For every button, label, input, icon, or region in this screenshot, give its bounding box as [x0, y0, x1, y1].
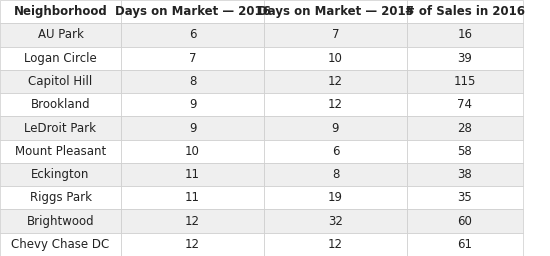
- Bar: [121, 23, 264, 47]
- Text: 58: 58: [458, 145, 472, 158]
- Text: Capitol Hill: Capitol Hill: [29, 75, 92, 88]
- Bar: [407, 47, 522, 70]
- Text: 8: 8: [332, 168, 339, 181]
- Bar: [264, 186, 407, 209]
- Text: 6: 6: [189, 28, 196, 41]
- Text: AU Park: AU Park: [37, 28, 84, 41]
- Text: 9: 9: [189, 122, 196, 134]
- Text: 16: 16: [457, 28, 472, 41]
- Text: 11: 11: [185, 191, 200, 204]
- Bar: [407, 93, 522, 116]
- Text: Chevy Chase DC: Chevy Chase DC: [12, 238, 109, 251]
- Bar: [121, 233, 264, 256]
- Bar: [0, 0, 121, 23]
- Text: 19: 19: [328, 191, 343, 204]
- Text: 9: 9: [189, 98, 196, 111]
- Bar: [121, 93, 264, 116]
- Text: 9: 9: [332, 122, 339, 134]
- Bar: [264, 70, 407, 93]
- Bar: [407, 186, 522, 209]
- Bar: [0, 23, 121, 47]
- Text: 10: 10: [328, 52, 343, 65]
- Bar: [407, 116, 522, 140]
- Text: 74: 74: [457, 98, 472, 111]
- Bar: [407, 0, 522, 23]
- Text: Days on Market — 2015: Days on Market — 2015: [257, 5, 414, 18]
- Text: 7: 7: [332, 28, 339, 41]
- Bar: [0, 209, 121, 233]
- Text: 10: 10: [185, 145, 200, 158]
- Bar: [0, 47, 121, 70]
- Bar: [407, 209, 522, 233]
- Text: 39: 39: [457, 52, 472, 65]
- Text: 60: 60: [457, 215, 472, 228]
- Bar: [264, 93, 407, 116]
- Bar: [264, 47, 407, 70]
- Bar: [264, 163, 407, 186]
- Text: 12: 12: [185, 238, 200, 251]
- Text: 12: 12: [185, 215, 200, 228]
- Text: LeDroit Park: LeDroit Park: [25, 122, 96, 134]
- Bar: [121, 209, 264, 233]
- Text: # of Sales in 2016: # of Sales in 2016: [405, 5, 525, 18]
- Bar: [407, 163, 522, 186]
- Bar: [264, 0, 407, 23]
- Text: Neighborhood: Neighborhood: [14, 5, 107, 18]
- Text: 28: 28: [457, 122, 472, 134]
- Bar: [0, 93, 121, 116]
- Text: Brightwood: Brightwood: [27, 215, 94, 228]
- Bar: [121, 116, 264, 140]
- Bar: [264, 233, 407, 256]
- Bar: [121, 47, 264, 70]
- Text: Mount Pleasant: Mount Pleasant: [15, 145, 106, 158]
- Text: 32: 32: [328, 215, 343, 228]
- Bar: [121, 186, 264, 209]
- Text: 115: 115: [454, 75, 476, 88]
- Text: 35: 35: [458, 191, 472, 204]
- Bar: [407, 23, 522, 47]
- Text: 7: 7: [189, 52, 196, 65]
- Bar: [264, 209, 407, 233]
- Bar: [407, 140, 522, 163]
- Bar: [264, 116, 407, 140]
- Text: 38: 38: [458, 168, 472, 181]
- Bar: [121, 163, 264, 186]
- Text: 12: 12: [328, 238, 343, 251]
- Bar: [0, 116, 121, 140]
- Text: 11: 11: [185, 168, 200, 181]
- Bar: [0, 140, 121, 163]
- Bar: [264, 140, 407, 163]
- Text: Eckington: Eckington: [31, 168, 90, 181]
- Text: Riggs Park: Riggs Park: [30, 191, 91, 204]
- Bar: [407, 70, 522, 93]
- Text: 12: 12: [328, 98, 343, 111]
- Text: Brookland: Brookland: [31, 98, 90, 111]
- Text: 6: 6: [332, 145, 339, 158]
- Bar: [121, 0, 264, 23]
- Text: 8: 8: [189, 75, 196, 88]
- Text: Logan Circle: Logan Circle: [24, 52, 97, 65]
- Bar: [264, 23, 407, 47]
- Bar: [0, 70, 121, 93]
- Bar: [121, 70, 264, 93]
- Text: 61: 61: [457, 238, 472, 251]
- Bar: [0, 163, 121, 186]
- Bar: [0, 186, 121, 209]
- Bar: [121, 140, 264, 163]
- Text: Days on Market — 2016: Days on Market — 2016: [114, 5, 271, 18]
- Bar: [0, 233, 121, 256]
- Text: 12: 12: [328, 75, 343, 88]
- Bar: [407, 233, 522, 256]
